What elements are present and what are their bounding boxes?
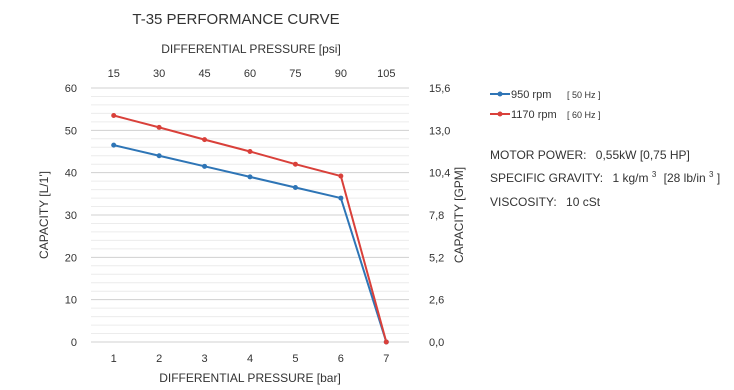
viscosity-value: 10 cSt: [566, 195, 601, 209]
y-tick-label: 30: [65, 210, 77, 222]
y-tick-label: 10: [65, 295, 77, 307]
y2-tick-label: 0,0: [429, 337, 444, 349]
data-point: [111, 113, 117, 119]
y2-tick-label: 2,6: [429, 295, 444, 307]
legend-label: 950 rpm: [511, 89, 551, 101]
viscosity-label: VISCOSITY:: [490, 195, 557, 209]
data-point: [156, 153, 162, 159]
y-tick-label: 20: [65, 252, 77, 264]
y2-tick-label: 15,6: [429, 83, 450, 95]
legend-marker: [497, 91, 503, 97]
x2-tick-label: 60: [244, 68, 256, 80]
series-layer: [111, 113, 389, 345]
data-point: [156, 124, 162, 130]
specs-block: MOTOR POWER: 0,55kW [0,75 HP] SPECIFIC G…: [490, 148, 720, 209]
x-tick-label: 2: [156, 353, 162, 365]
legend-note: [ 50 Hz ]: [567, 90, 601, 100]
x-tick-label: 7: [383, 353, 389, 365]
x2-tick-label: 105: [377, 68, 395, 80]
legend: 950 rpm [ 50 Hz ] 1170 rpm [ 60 Hz ]: [490, 89, 601, 121]
y-tick-label: 60: [65, 83, 77, 95]
y-tick-label: 0: [71, 337, 77, 349]
data-point: [292, 184, 298, 190]
x-axis-title: DIFFERENTIAL PRESSURE [bar]: [159, 371, 341, 385]
y-tick-label: 40: [65, 168, 77, 180]
x2-tick-label: 75: [289, 68, 301, 80]
x-tick-label: 5: [292, 353, 298, 365]
legend-label: 1170 rpm: [511, 109, 557, 121]
y-axis-ticks: 0 10 20 30 40 50 60: [65, 83, 77, 349]
y2-tick-label: 7,8: [429, 210, 444, 222]
x2-tick-label: 30: [153, 68, 165, 80]
grid: [91, 87, 409, 343]
x-tick-label: 1: [111, 353, 117, 365]
y-tick-label: 50: [65, 125, 77, 137]
data-point: [247, 174, 253, 180]
y2-tick-label: 13,0: [429, 125, 450, 137]
data-point: [292, 161, 298, 167]
specific-gravity-value-b: [28 lb/in: [664, 171, 706, 185]
x2-tick-label: 45: [198, 68, 210, 80]
data-point: [338, 195, 344, 201]
motor-power-label: MOTOR POWER:: [490, 148, 586, 162]
y-axis-title: CAPACITY [L/1']: [37, 171, 51, 259]
data-point: [383, 339, 389, 345]
x-tick-label: 4: [247, 353, 253, 365]
x2-tick-label: 90: [335, 68, 347, 80]
viscosity: VISCOSITY: 10 cSt: [490, 195, 601, 209]
chart-title: T-35 PERFORMANCE CURVE: [132, 11, 339, 28]
legend-note: [ 60 Hz ]: [567, 110, 601, 120]
superscript-3b: 3: [709, 170, 714, 179]
specific-gravity-value-a: 1 kg/m: [612, 171, 648, 185]
superscript-3: 3: [652, 170, 657, 179]
x2-tick-label: 15: [108, 68, 120, 80]
specific-gravity-close: ]: [717, 171, 720, 185]
motor-power: MOTOR POWER: 0,55kW [0,75 HP]: [490, 148, 690, 162]
y2-tick-label: 5,2: [429, 252, 444, 264]
x-axis-ticks: 1 2 3 4 5 6 7: [111, 353, 390, 365]
y2-tick-label: 10,4: [429, 168, 450, 180]
y2-axis-ticks: 0,0 2,6 5,2 7,8 10,4 13,0 15,6: [429, 83, 450, 349]
data-point: [338, 173, 344, 179]
x2-axis-ticks: 15 30 45 60 75 90 105: [108, 68, 396, 80]
specific-gravity-label: SPECIFIC GRAVITY:: [490, 171, 603, 185]
data-point: [111, 142, 117, 148]
legend-marker: [497, 111, 503, 117]
x-tick-label: 6: [338, 353, 344, 365]
x2-axis-title: DIFFERENTIAL PRESSURE [psi]: [161, 42, 341, 56]
data-point: [247, 149, 253, 154]
x-tick-label: 3: [202, 353, 208, 365]
data-point: [202, 163, 208, 169]
specific-gravity: SPECIFIC GRAVITY: 1 kg/m 3 [28 lb/in 3 ]: [490, 166, 720, 185]
motor-power-value: 0,55kW [0,75 HP]: [596, 148, 690, 162]
y2-axis-title: CAPACITY [GPM]: [452, 167, 466, 263]
data-point: [202, 137, 208, 143]
